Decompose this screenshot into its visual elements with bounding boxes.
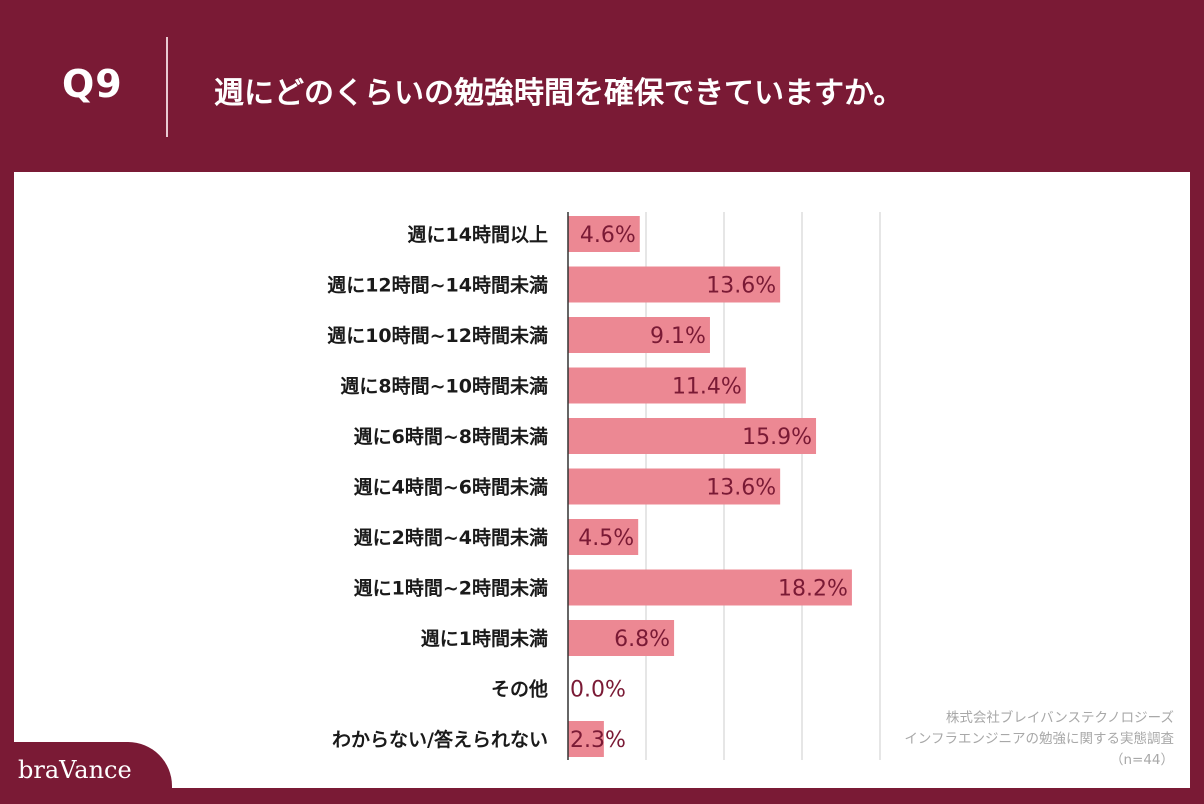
source-sample-size: （n=44） xyxy=(1109,752,1174,768)
brand-tab xyxy=(0,742,172,804)
category-label: 週に14時間以上 xyxy=(408,224,548,246)
value-label: 4.6% xyxy=(580,223,636,248)
source-note: 株式会社ブレイバンステクノロジーズ インフラエンジニアの勉強に関する実態調査 （… xyxy=(904,708,1174,771)
value-label: 2.3% xyxy=(570,728,626,753)
category-label: その他 xyxy=(491,678,548,701)
question-title: 週にどのくらいの勉強時間を確保できていますか。 xyxy=(214,76,904,111)
category-label: 週に1時間未満 xyxy=(421,627,548,650)
category-label: 週に12時間~14時間未満 xyxy=(327,274,548,297)
chart-panel: 週に14時間以上 4.6% 週に12時間~14時間未満 13.6% 週に10時間~12時… xyxy=(14,172,1190,788)
value-label: 9.1% xyxy=(650,324,706,349)
value-label: 18.2% xyxy=(778,577,848,602)
category-label: 週に2時間~4時間未満 xyxy=(354,526,548,549)
header: Q9 週にどのくらいの勉強時間を確保できていますか。 xyxy=(0,0,1204,172)
header-divider xyxy=(166,37,168,137)
category-label: 週に6時間~8時間未満 xyxy=(354,425,548,448)
value-label: 15.9% xyxy=(742,425,812,450)
category-label: わからない/答えられない xyxy=(332,728,548,751)
brand-logo: braVance xyxy=(18,756,132,784)
category-label: 週に8時間~10時間未満 xyxy=(340,375,548,398)
bar xyxy=(568,367,746,404)
category-label: 週に1時間~2時間未満 xyxy=(354,577,548,600)
question-number: Q9 xyxy=(62,62,123,106)
source-survey: インフラエンジニアの勉強に関する実態調査 xyxy=(904,731,1174,747)
bar xyxy=(568,721,604,757)
value-label: 4.5% xyxy=(578,526,634,551)
bar xyxy=(568,519,639,555)
value-label: 13.6% xyxy=(706,274,776,299)
bar xyxy=(568,468,781,505)
value-label: 13.6% xyxy=(706,476,776,501)
value-label: 0.0% xyxy=(570,678,626,703)
category-label: 週に10時間~12時間未満 xyxy=(327,324,548,347)
category-label: 週に4時間~6時間未満 xyxy=(354,476,548,499)
bar xyxy=(568,620,675,656)
bar xyxy=(568,317,710,353)
bar xyxy=(568,569,852,606)
source-company: 株式会社ブレイバンステクノロジーズ xyxy=(945,710,1174,726)
bar xyxy=(568,266,781,303)
bar-chart: 週に14時間以上 4.6% 週に12時間~14時間未満 13.6% 週に10時間~12時… xyxy=(327,212,881,760)
bar xyxy=(568,418,817,454)
value-label: 11.4% xyxy=(672,375,742,400)
value-label: 6.8% xyxy=(614,627,670,652)
bar xyxy=(568,216,640,252)
